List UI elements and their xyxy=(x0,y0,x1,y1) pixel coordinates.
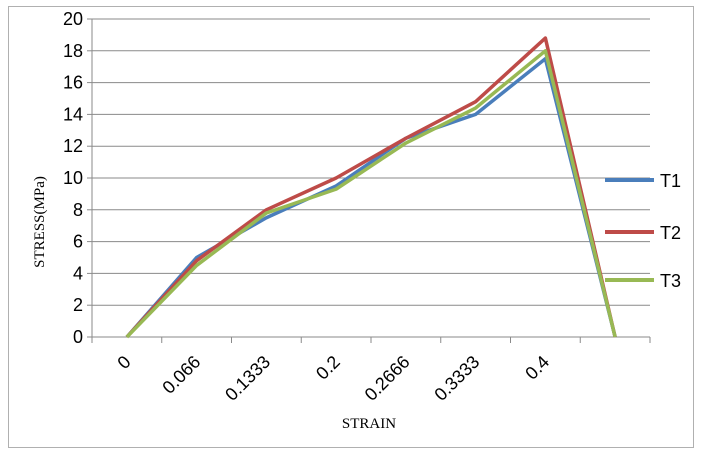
x-tick-label: 0 xyxy=(113,352,134,373)
y-axis-title: STRESS(MPa) xyxy=(32,176,48,268)
y-tick-label: 12 xyxy=(63,136,83,156)
x-tick-label: 0.3333 xyxy=(430,352,483,405)
y-tick-label: 14 xyxy=(63,104,83,124)
x-axis-title: STRAIN xyxy=(342,416,396,432)
x-tick-label: 0.2666 xyxy=(361,352,414,405)
y-tick-label: 4 xyxy=(73,263,83,283)
chart-frame: 0 2 4 6 8 10 12 14 16 18 20 0 0.066 0.1333 0.2 0.2666 0… xyxy=(8,6,694,448)
legend-label-t1: T1 xyxy=(660,171,681,191)
series-line-t3 xyxy=(125,49,617,339)
y-tick-label: 6 xyxy=(73,232,83,252)
y-axis-ticks: 0 2 4 6 8 10 12 14 16 18 20 xyxy=(63,9,92,347)
y-tick-label: 16 xyxy=(63,73,83,93)
series-lines xyxy=(125,36,617,339)
y-tick-label: 10 xyxy=(63,168,83,188)
y-tick-label: 20 xyxy=(63,9,83,29)
y-tick-label: 0 xyxy=(73,327,83,347)
y-tick-label: 18 xyxy=(63,41,83,61)
series-line-t1 xyxy=(125,57,617,339)
x-axis-ticks: 0 0.066 0.1333 0.2 0.2666 0.3333 0.4 xyxy=(91,337,651,405)
y-tick-label: 8 xyxy=(73,200,83,220)
x-tick-label: 0.066 xyxy=(158,352,204,398)
series-line-t2 xyxy=(125,36,617,339)
x-tick-label: 0.1333 xyxy=(221,352,274,405)
x-tick-label: 0.4 xyxy=(521,352,553,384)
y-tick-label: 2 xyxy=(73,295,83,315)
legend-label-t2: T2 xyxy=(660,223,681,243)
x-tick-label: 0.2 xyxy=(312,352,344,384)
legend: T1 T2 T3 xyxy=(605,171,681,291)
legend-label-t3: T3 xyxy=(660,271,681,291)
